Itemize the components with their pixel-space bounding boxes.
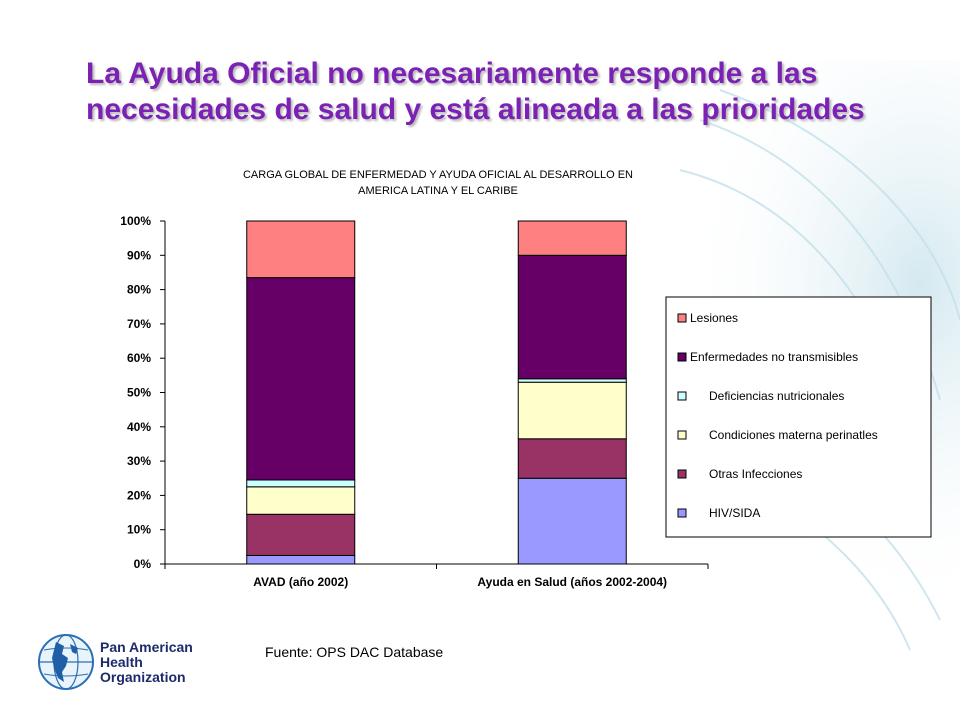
legend-label: HIV/SIDA <box>709 506 760 520</box>
y-tick-label: 0% <box>134 557 152 571</box>
bar-segment <box>246 554 356 565</box>
chart-title-line-1: CARGA GLOBAL DE ENFERMEDAD Y AYUDA OFICI… <box>243 169 633 181</box>
legend-swatch <box>677 469 687 479</box>
y-tick-label: 20% <box>127 488 151 502</box>
y-tick-label: 90% <box>127 248 151 262</box>
legend-swatch <box>677 352 687 362</box>
bar-segment <box>517 254 627 380</box>
legend-swatch <box>677 508 687 518</box>
bar-segment <box>246 486 356 515</box>
y-tick-label: 50% <box>127 386 151 400</box>
legend-label: Lesiones <box>690 311 738 325</box>
y-tick-label: 100% <box>120 214 151 228</box>
x-tick-label: Ayuda en Salud (años 2002-2004) <box>477 575 667 589</box>
y-tick-label: 30% <box>127 454 151 468</box>
y-tick-label: 40% <box>127 420 151 434</box>
org-line-3: Organization <box>100 669 186 685</box>
y-tick-label: 80% <box>127 283 151 297</box>
bar-segment <box>246 277 356 481</box>
legend-label: Enfermedades no transmisibles <box>690 350 858 364</box>
legend-label: Otras Infecciones <box>709 467 802 481</box>
y-tick-label: 70% <box>127 317 151 331</box>
globe-icon <box>38 634 94 690</box>
bar-segment <box>517 438 627 479</box>
legend-swatch <box>677 391 687 401</box>
bar-segment <box>517 477 627 565</box>
slide-title-line-2: necesidades de salud y está alineada a l… <box>86 93 865 126</box>
x-tick-label: AVAD (año 2002) <box>253 575 348 589</box>
organization-name: Pan American Health Organization <box>100 640 193 685</box>
org-line-1: Pan American <box>100 639 193 655</box>
bar-segment <box>517 378 627 383</box>
bar-segment <box>246 479 356 488</box>
chart-title-line-2: AMERICA LATINA Y EL CARIBE <box>358 185 518 197</box>
slide-title: La Ayuda Oficial no necesariamente respo… <box>86 56 926 128</box>
bar-segment <box>517 220 627 256</box>
legend-label: Condiciones materna perinatles <box>709 428 878 442</box>
y-tick-label: 60% <box>127 351 151 365</box>
legend-swatch <box>677 313 687 323</box>
bar-segment <box>517 381 627 440</box>
y-tick-label: 10% <box>127 523 151 537</box>
bar-segment <box>246 220 356 279</box>
legend-swatch <box>677 430 687 440</box>
organization-logo: Pan American Health Organization <box>36 632 236 692</box>
legend-label: Deficiencias nutricionales <box>709 389 844 403</box>
bar-segment <box>246 513 356 556</box>
slide-title-line-1: La Ayuda Oficial no necesariamente respo… <box>86 57 818 90</box>
org-line-2: Health <box>100 654 143 670</box>
source-note: Fuente: OPS DAC Database <box>265 644 444 660</box>
legend-box <box>665 296 932 538</box>
